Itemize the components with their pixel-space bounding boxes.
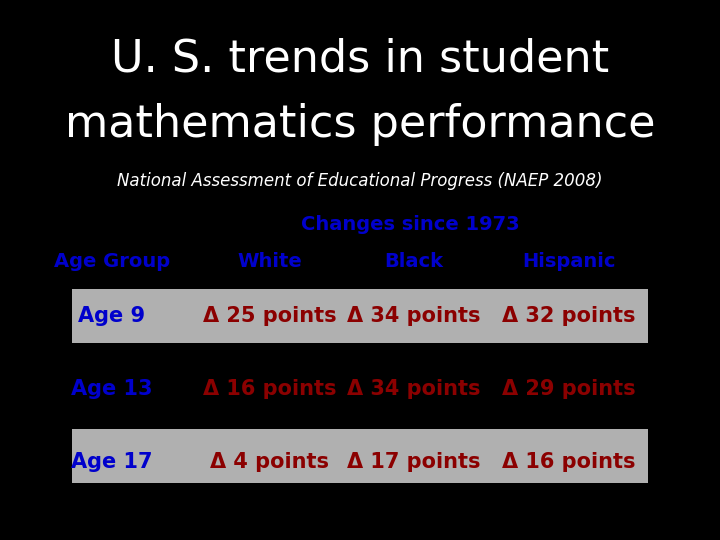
Text: Age Group: Age Group xyxy=(53,252,170,272)
FancyBboxPatch shape xyxy=(72,429,648,483)
Text: Changes since 1973: Changes since 1973 xyxy=(301,214,520,234)
Text: Δ 29 points: Δ 29 points xyxy=(502,379,636,399)
Text: Δ 32 points: Δ 32 points xyxy=(502,306,636,326)
Text: Δ 16 points: Δ 16 points xyxy=(203,379,337,399)
Text: Age 9: Age 9 xyxy=(78,306,145,326)
Text: Δ 4 points: Δ 4 points xyxy=(210,451,330,472)
Text: U. S. trends in student: U. S. trends in student xyxy=(111,38,609,81)
Text: Black: Black xyxy=(384,252,444,272)
Text: Δ 16 points: Δ 16 points xyxy=(502,451,636,472)
Text: White: White xyxy=(238,252,302,272)
Text: Age 13: Age 13 xyxy=(71,379,153,399)
Text: National Assessment of Educational Progress (NAEP 2008): National Assessment of Educational Progr… xyxy=(117,172,603,190)
Text: Δ 25 points: Δ 25 points xyxy=(203,306,337,326)
Text: mathematics performance: mathematics performance xyxy=(65,103,655,146)
Text: Δ 17 points: Δ 17 points xyxy=(347,451,481,472)
Text: Age 17: Age 17 xyxy=(71,451,153,472)
Text: Δ 34 points: Δ 34 points xyxy=(347,306,481,326)
FancyBboxPatch shape xyxy=(72,289,648,343)
Text: Hispanic: Hispanic xyxy=(522,252,616,272)
Text: Δ 34 points: Δ 34 points xyxy=(347,379,481,399)
